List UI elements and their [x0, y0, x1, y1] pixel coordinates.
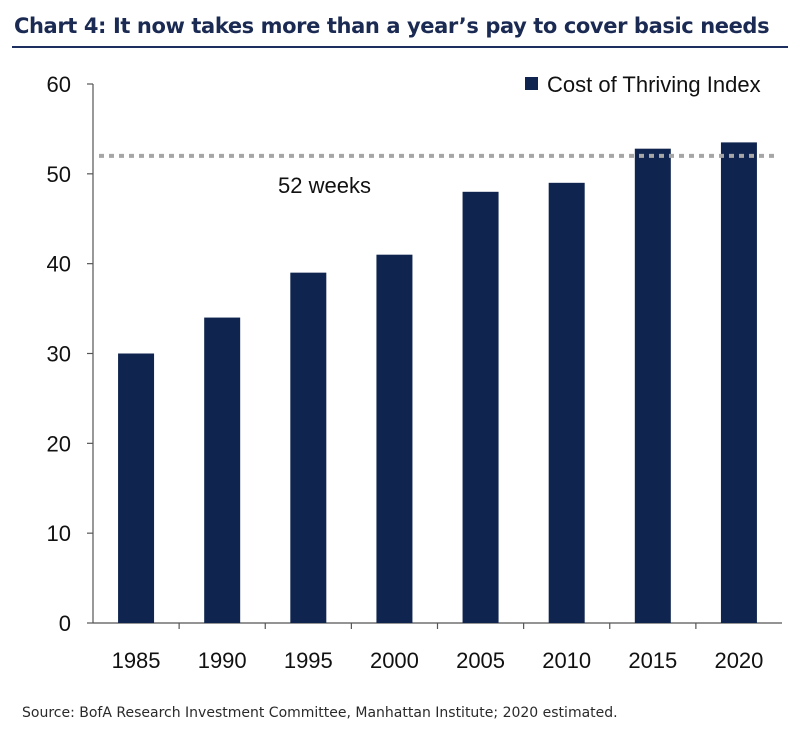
bar-1995	[290, 272, 327, 623]
legend-label: Cost of Thriving Index	[547, 72, 761, 97]
bar-2015	[634, 148, 671, 623]
x-tick-label: 2005	[456, 648, 505, 673]
bar-2000	[376, 254, 413, 623]
y-tick-label: 60	[47, 72, 71, 97]
y-tick-label: 30	[47, 342, 71, 367]
y-tick-label: 20	[47, 431, 71, 456]
bar-2020	[720, 142, 757, 623]
x-tick-label: 1985	[112, 648, 161, 673]
y-tick-label: 0	[59, 611, 71, 636]
bar-1990	[204, 317, 241, 623]
x-tick-label: 2010	[542, 648, 591, 673]
x-tick-label: 1990	[198, 648, 247, 673]
legend-swatch	[525, 77, 538, 90]
title-rule	[12, 46, 788, 48]
bar-2005	[462, 191, 499, 624]
bar-1985	[118, 353, 155, 623]
y-tick-label: 40	[47, 252, 71, 277]
y-tick-label: 50	[47, 162, 71, 187]
x-tick-label: 2020	[714, 648, 763, 673]
bar-chart: 0 10 20 30 40 50 60 1985 1990 1995 2000 2005 2010 201…	[47, 72, 782, 673]
x-tick-label: 2015	[628, 648, 677, 673]
reference-line-label: 52 weeks	[278, 173, 371, 198]
source-note: Source: BofA Research Investment Committ…	[22, 705, 618, 721]
y-tick-label: 10	[47, 521, 71, 546]
x-tick-label: 2000	[370, 648, 419, 673]
chart-title: Chart 4: It now takes more than a year’s…	[14, 14, 770, 38]
x-tick-label: 1995	[284, 648, 333, 673]
bar-2010	[548, 182, 585, 624]
